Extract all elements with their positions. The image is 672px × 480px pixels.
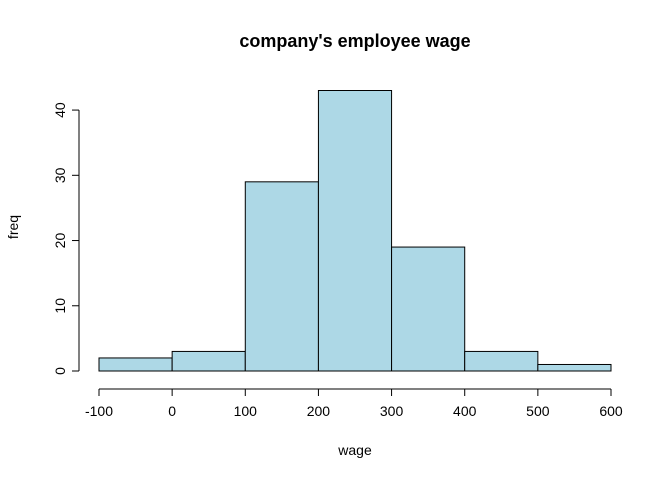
y-tick-label: 40 xyxy=(52,102,68,118)
x-axis: -100 0 100 200 300 400 500 600 xyxy=(85,388,623,419)
x-tick-label: 200 xyxy=(307,403,331,419)
histogram-bar xyxy=(391,246,466,372)
histogram-bar xyxy=(464,350,539,372)
histogram-bar xyxy=(537,363,612,372)
y-tick-label: 20 xyxy=(52,233,68,249)
x-tick-label: 100 xyxy=(234,403,258,419)
x-tick-label: 500 xyxy=(526,403,550,419)
y-tick-label: 30 xyxy=(52,167,68,183)
x-tick-label: -100 xyxy=(85,403,113,419)
x-tick-label: 300 xyxy=(380,403,404,419)
histogram-bar xyxy=(98,357,173,372)
chart-title: company's employee wage xyxy=(239,31,470,51)
x-axis-label: wage xyxy=(337,442,372,458)
x-tick-label: 400 xyxy=(453,403,477,419)
histogram-bar xyxy=(244,181,319,372)
x-tick-label: 0 xyxy=(168,403,176,419)
y-tick-label: 0 xyxy=(52,367,68,375)
x-tick-label: 600 xyxy=(599,403,623,419)
histogram-bar xyxy=(171,350,246,372)
y-axis-label: freq xyxy=(5,215,21,239)
y-axis: 0 10 20 30 40 xyxy=(52,102,80,375)
histogram-bar xyxy=(317,90,393,372)
y-tick-label: 10 xyxy=(52,298,68,314)
bars-group xyxy=(98,90,612,372)
